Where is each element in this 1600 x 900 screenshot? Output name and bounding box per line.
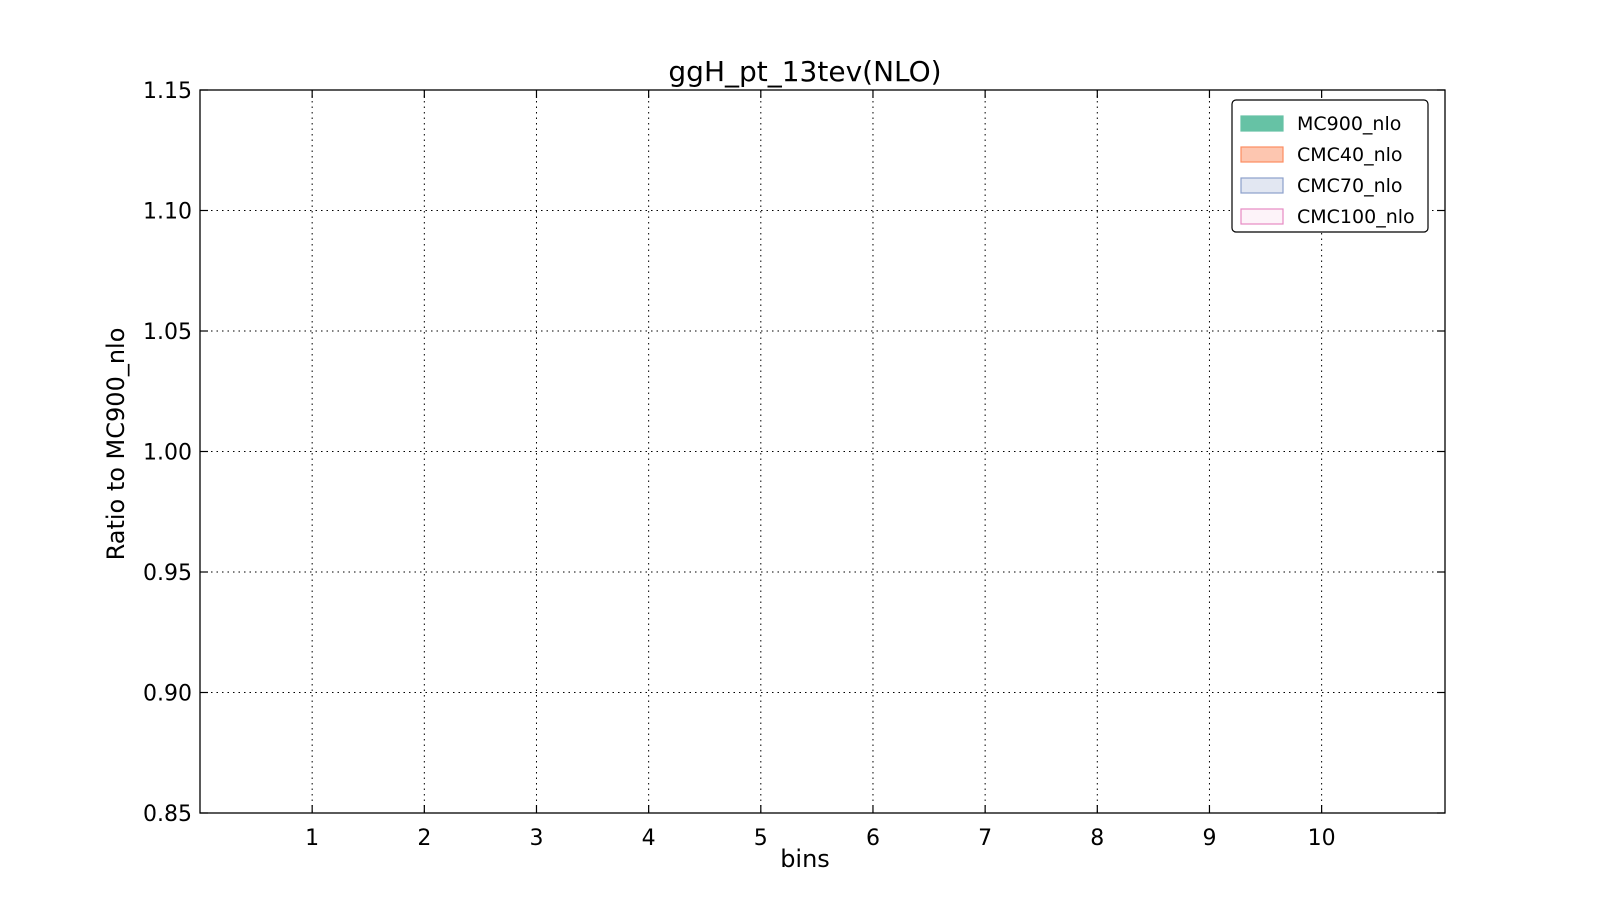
x-tick-label: 10 bbox=[1308, 826, 1336, 851]
legend-swatch bbox=[1240, 115, 1284, 132]
x-tick-label: 8 bbox=[1090, 826, 1104, 851]
y-tick-label: 1.15 bbox=[143, 79, 192, 104]
y-tick-label: 0.95 bbox=[143, 561, 192, 586]
y-tick-label: 0.85 bbox=[143, 802, 192, 827]
x-tick-label: 4 bbox=[642, 826, 656, 851]
legend-box bbox=[1231, 99, 1429, 233]
x-tick-label: 3 bbox=[529, 826, 543, 851]
legend-swatch bbox=[1240, 177, 1284, 194]
x-axis-label: bins bbox=[780, 845, 830, 873]
y-tick-label: 1.00 bbox=[143, 441, 192, 466]
y-tick-label: 1.05 bbox=[143, 320, 192, 345]
y-axis-label: Ratio to MC900_nlo bbox=[102, 328, 130, 561]
legend-label: CMC100_nlo bbox=[1297, 206, 1415, 228]
legend-label: MC900_nlo bbox=[1297, 113, 1401, 135]
y-tick-label: 1.10 bbox=[143, 200, 192, 225]
legend: MC900_nlo CMC40_nlo CMC70_nlo CMC100_nlo bbox=[1231, 99, 1429, 233]
legend-swatch bbox=[1240, 208, 1284, 225]
x-tick-label: 1 bbox=[305, 826, 319, 851]
x-tick-label: 9 bbox=[1202, 826, 1216, 851]
x-tick-label: 2 bbox=[417, 826, 431, 851]
x-tick-label: 6 bbox=[866, 826, 880, 851]
x-tick-label: 7 bbox=[978, 826, 992, 851]
chart-title: ggH_pt_13tev(NLO) bbox=[668, 55, 941, 88]
x-tick-label: 5 bbox=[754, 826, 768, 851]
axis-ticks: 0.85 0.90 0.95 1.00 1.05 1.10 1.15 1 2 3 4 5 6 7 8 9 10 bbox=[143, 79, 1445, 851]
y-tick-label: 0.90 bbox=[143, 682, 192, 707]
legend-label: CMC40_nlo bbox=[1297, 144, 1403, 166]
legend-swatch bbox=[1240, 146, 1284, 163]
legend-label: CMC70_nlo bbox=[1297, 175, 1403, 197]
